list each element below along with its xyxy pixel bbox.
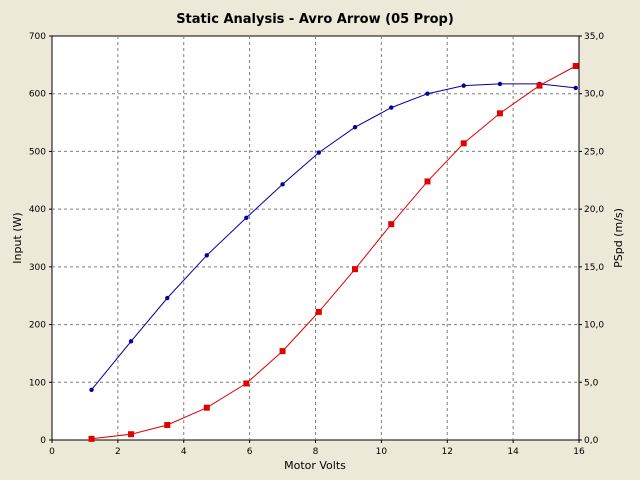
data-point-right	[164, 421, 171, 428]
data-point-right	[352, 266, 359, 273]
data-point-right	[243, 380, 250, 387]
x-tick-label: 10	[376, 447, 388, 457]
x-axis-ticks: 0 2 4 6 8 10 12 14 16	[49, 440, 585, 457]
y-axis-left-title: Input (W)	[11, 212, 24, 263]
data-point-right	[203, 404, 210, 411]
data-point-right	[572, 63, 579, 70]
y2-tick-label: 0,0	[584, 436, 599, 446]
y-axis-right-title: PSpd (m/s)	[612, 208, 625, 268]
data-point-left	[425, 91, 430, 96]
y2-tick-label: 30,0	[584, 90, 604, 100]
y2-tick-label: 35,0	[584, 32, 604, 42]
x-tick-label: 0	[49, 447, 55, 457]
data-point-right	[315, 308, 322, 315]
y2-tick-label: 25,0	[584, 147, 604, 157]
y-tick-label: 400	[29, 205, 46, 215]
data-point-right	[460, 140, 467, 147]
series-line-left	[91, 83, 576, 391]
x-tick-label: 2	[115, 447, 121, 457]
x-tick-label: 14	[507, 447, 519, 457]
y-tick-label: 100	[29, 378, 46, 388]
y-axis-right-ticks: 0,0 5,0 10,0 15,0 20,0 25,0 30,0 35,0	[579, 32, 604, 446]
data-point-left	[165, 295, 170, 301]
data-point-left	[244, 215, 249, 220]
x-tick-label: 16	[573, 447, 585, 457]
data-point-left	[573, 85, 578, 91]
x-tick-label: 4	[181, 447, 187, 457]
data-point-left	[128, 339, 134, 344]
data-point-right	[88, 435, 95, 442]
x-axis-title: Motor Volts	[284, 459, 346, 472]
data-point-right	[388, 221, 395, 228]
data-point-right	[424, 178, 431, 185]
data-point-left	[461, 83, 466, 88]
y-tick-label: 700	[29, 32, 46, 42]
data-point-left	[389, 105, 394, 110]
series-line-right	[91, 65, 576, 440]
y-tick-label: 0	[40, 436, 46, 446]
y-tick-label: 300	[29, 263, 46, 273]
data-point-left	[89, 387, 94, 392]
data-point-left	[204, 253, 210, 258]
grid	[52, 36, 579, 440]
data-point-left	[280, 182, 285, 187]
x-tick-label: 6	[247, 447, 253, 457]
y-tick-label: 600	[29, 90, 46, 100]
data-point-left	[352, 124, 358, 130]
series-layer	[88, 63, 579, 442]
data-point-right	[536, 82, 543, 89]
y2-tick-label: 15,0	[584, 263, 604, 273]
y-tick-label: 200	[29, 321, 46, 331]
y2-tick-label: 20,0	[584, 205, 604, 215]
x-tick-label: 8	[313, 447, 319, 457]
y2-tick-label: 10,0	[584, 321, 604, 331]
data-point-right	[496, 110, 503, 117]
y-axis-left-ticks: 0 100 200 300 400 500 600 700	[29, 32, 52, 446]
y2-tick-label: 5,0	[584, 378, 599, 388]
data-point-right	[128, 431, 135, 438]
chart-title: Static Analysis - Avro Arrow (05 Prop)	[176, 12, 454, 27]
data-point-right	[279, 348, 286, 355]
data-point-left	[316, 150, 321, 155]
x-tick-label: 12	[442, 447, 453, 457]
y-tick-label: 500	[29, 147, 46, 157]
data-point-left	[497, 81, 503, 87]
